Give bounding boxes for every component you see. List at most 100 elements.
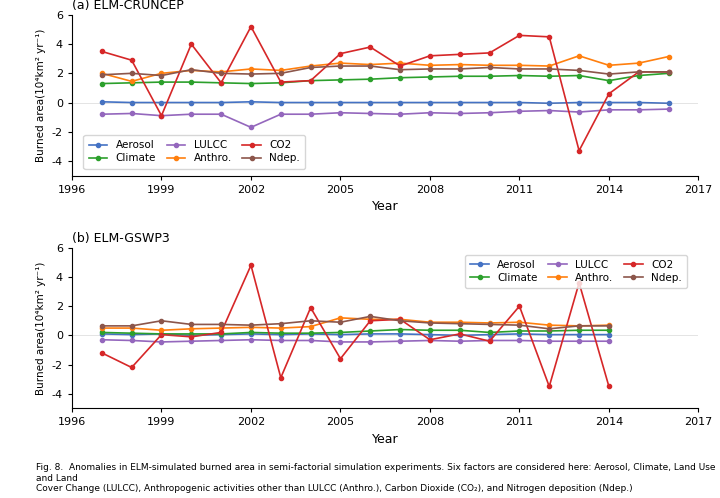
Anthro. [456, 319, 464, 325]
CO2 [426, 53, 434, 59]
Ndep. [396, 67, 405, 73]
Climate [515, 328, 523, 334]
Ndep. [187, 67, 196, 73]
Ndep. [366, 63, 374, 69]
Aerosol [426, 100, 434, 106]
Anthro. [306, 324, 315, 330]
CO2 [187, 41, 196, 47]
Climate [485, 330, 494, 336]
Ndep. [97, 72, 106, 78]
Aerosol [366, 100, 374, 106]
LULCC [396, 111, 405, 117]
Ndep. [306, 318, 315, 324]
Climate [247, 81, 256, 87]
LULCC [217, 111, 225, 117]
Anthro. [396, 316, 405, 322]
Aerosol [217, 100, 225, 106]
LULCC [276, 111, 285, 117]
Anthro. [187, 326, 196, 332]
Aerosol [187, 100, 196, 106]
Climate [157, 331, 166, 337]
Legend: Aerosol, Climate, LULCC, Anthro., CO2, Ndep.: Aerosol, Climate, LULCC, Anthro., CO2, N… [465, 254, 687, 288]
LULCC [97, 337, 106, 343]
Ndep. [515, 322, 523, 328]
LULCC [605, 107, 613, 113]
CO2 [575, 280, 583, 286]
CO2 [426, 337, 434, 343]
CO2 [515, 32, 523, 38]
Anthro. [456, 62, 464, 68]
Aerosol [157, 331, 166, 337]
Line: Ndep.: Ndep. [100, 314, 611, 331]
Aerosol [605, 332, 613, 338]
Aerosol [396, 100, 405, 106]
LULCC [515, 338, 523, 344]
Ndep. [545, 326, 554, 332]
LULCC [456, 338, 464, 344]
Aerosol [396, 331, 405, 337]
Aerosol [485, 100, 494, 106]
Anthro. [187, 67, 196, 73]
X-axis label: Year: Year [372, 433, 398, 446]
CO2 [217, 330, 225, 336]
LULCC [306, 338, 315, 344]
CO2 [575, 148, 583, 154]
CO2 [605, 383, 613, 389]
Ndep. [97, 323, 106, 329]
CO2 [665, 69, 673, 75]
Climate [336, 330, 345, 336]
Ndep. [426, 66, 434, 72]
X-axis label: Year: Year [372, 200, 398, 213]
Aerosol [545, 100, 554, 106]
Anthro. [366, 62, 374, 68]
CO2 [217, 80, 225, 86]
Aerosol [336, 100, 345, 106]
Climate [665, 70, 673, 76]
Anthro. [575, 53, 583, 59]
LULCC [665, 106, 673, 112]
Aerosol [605, 100, 613, 106]
CO2 [336, 356, 345, 362]
LULCC [366, 339, 374, 345]
LULCC [575, 338, 583, 344]
LULCC [366, 111, 374, 117]
Ndep. [247, 322, 256, 328]
Climate [306, 78, 315, 84]
Anthro. [127, 325, 136, 331]
CO2 [396, 316, 405, 322]
Anthro. [217, 325, 225, 331]
Text: Fig. 8.  Anomalies in ELM-simulated burned area in semi-factorial simulation exp: Fig. 8. Anomalies in ELM-simulated burne… [36, 463, 716, 493]
LULCC [336, 339, 345, 345]
Climate [575, 327, 583, 333]
Climate [426, 74, 434, 80]
Aerosol [575, 100, 583, 106]
Anthro. [127, 78, 136, 84]
Aerosol [515, 100, 523, 106]
LULCC [97, 111, 106, 117]
Anthro. [276, 67, 285, 73]
CO2 [157, 332, 166, 338]
CO2 [247, 262, 256, 268]
Ndep. [127, 70, 136, 76]
Ndep. [485, 321, 494, 327]
Anthro. [605, 322, 613, 328]
Anthro. [575, 323, 583, 329]
LULCC [247, 124, 256, 130]
Climate [127, 80, 136, 86]
CO2 [247, 23, 256, 29]
Ndep. [157, 73, 166, 79]
LULCC [545, 108, 554, 114]
Climate [276, 80, 285, 86]
CO2 [485, 338, 494, 344]
CO2 [127, 365, 136, 371]
LULCC [575, 109, 583, 115]
LULCC [187, 338, 196, 344]
Aerosol [306, 331, 315, 337]
Aerosol [127, 332, 136, 338]
LULCC [426, 338, 434, 344]
Climate [485, 73, 494, 79]
Ndep. [605, 71, 613, 77]
Aerosol [515, 331, 523, 337]
Aerosol [97, 99, 106, 105]
Ndep. [157, 318, 166, 324]
